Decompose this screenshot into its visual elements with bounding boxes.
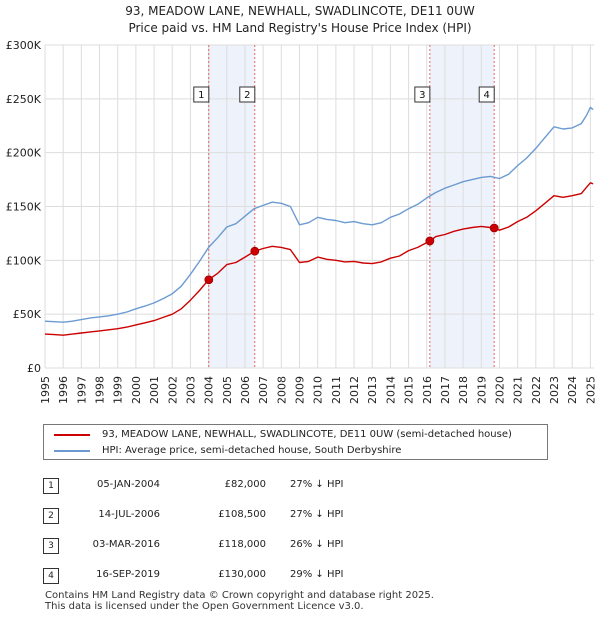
y-tick-label: £200K	[6, 147, 42, 160]
table-row: 2 14-JUL-2006 £108,500 27% ↓ HPI	[0, 506, 600, 528]
y-tick-label: £300K	[6, 39, 42, 52]
x-tick-label: 2017	[439, 376, 452, 404]
sale-price: £118,000	[218, 539, 266, 550]
chart-title: 93, MEADOW LANE, NEWHALL, SWADLINCOTE, D…	[0, 3, 600, 37]
legend-label-property: 93, MEADOW LANE, NEWHALL, SWADLINCOTE, D…	[102, 429, 512, 440]
sale-hpi-diff: 27% ↓ HPI	[290, 479, 344, 490]
x-tick-label: 1995	[39, 376, 52, 404]
x-tick-label: 2020	[493, 376, 506, 404]
transaction-label-box	[414, 86, 431, 103]
sale-date: 16-SEP-2019	[96, 569, 160, 580]
x-tick-label: 2011	[330, 376, 343, 404]
legend-swatch-hpi	[54, 450, 90, 452]
series-line-hpi	[44, 106, 594, 323]
y-tick-label: £250K	[6, 93, 42, 106]
sale-hpi-diff: 27% ↓ HPI	[290, 509, 344, 520]
x-tick-label: 2002	[166, 376, 179, 404]
sale-date: 05-JAN-2004	[96, 479, 160, 490]
x-tick-label: 2021	[512, 376, 525, 404]
x-tick-label: 2016	[421, 376, 434, 404]
x-tick-label: 2008	[275, 376, 288, 404]
x-tick-label: 2003	[184, 376, 197, 404]
sale-price: £108,500	[218, 509, 266, 520]
x-tick-label: 1997	[75, 376, 88, 404]
sale-number-badge: 2	[43, 508, 59, 524]
sale-number-badge: 3	[43, 538, 59, 554]
footer: Contains HM Land Registry data © Crown c…	[45, 590, 434, 612]
x-tick-label: 2018	[457, 376, 470, 404]
sale-hpi-diff: 26% ↓ HPI	[290, 539, 344, 550]
x-tick-label: 1999	[112, 376, 125, 404]
sale-number-badge: 1	[43, 478, 59, 494]
x-tick-label: 1998	[94, 376, 107, 404]
x-tick-label: 2022	[530, 376, 543, 404]
sale-date: 14-JUL-2006	[98, 509, 160, 520]
title-line-1: 93, MEADOW LANE, NEWHALL, SWADLINCOTE, D…	[125, 4, 475, 18]
y-tick-label: £150K	[6, 201, 42, 214]
transaction-label-box	[193, 86, 210, 103]
x-tick-label: 2012	[348, 376, 361, 404]
x-tick-label: 2007	[257, 376, 270, 404]
x-tick-label: 2023	[548, 376, 561, 404]
x-tick-label: 2014	[384, 376, 397, 404]
x-tick-label: 2010	[312, 376, 325, 404]
title-line-2: Price paid vs. HM Land Registry's House …	[128, 21, 472, 35]
legend-item-hpi: HPI: Average price, semi-detached house,…	[54, 443, 401, 459]
sale-price: £130,000	[218, 569, 266, 580]
x-tick-label: 2024	[566, 376, 579, 404]
transaction-label: 2	[244, 90, 250, 101]
legend-label-hpi: HPI: Average price, semi-detached house,…	[102, 445, 402, 456]
x-tick-label: 2000	[130, 376, 143, 404]
footer-line-1: Contains HM Land Registry data © Crown c…	[45, 590, 434, 601]
transaction-label: 3	[419, 90, 425, 101]
legend: 93, MEADOW LANE, NEWHALL, SWADLINCOTE, D…	[43, 424, 548, 460]
series-line-property	[44, 182, 594, 336]
sale-price: £82,000	[224, 479, 266, 490]
table-row: 4 16-SEP-2019 £130,000 29% ↓ HPI	[0, 566, 600, 588]
x-tick-label: 2006	[239, 376, 252, 404]
transaction-label-box	[478, 86, 495, 103]
table-row: 1 05-JAN-2004 £82,000 27% ↓ HPI	[0, 476, 600, 498]
y-tick-label: £0	[27, 362, 41, 375]
x-tick-label: 2009	[294, 376, 307, 404]
transaction-label: 1	[198, 90, 204, 101]
sale-number-badge: 4	[43, 568, 59, 584]
x-tick-label: 2004	[203, 376, 216, 404]
footer-line-2: This data is licensed under the Open Gov…	[45, 601, 364, 612]
transaction-marker	[204, 275, 214, 285]
transaction-marker	[250, 246, 260, 256]
x-tick-label: 2019	[475, 376, 488, 404]
x-tick-label: 1996	[57, 376, 70, 404]
x-tick-label: 2013	[366, 376, 379, 404]
transaction-marker	[425, 236, 435, 246]
x-tick-label: 2015	[403, 376, 416, 404]
transaction-label-box	[239, 86, 256, 103]
table-row: 3 03-MAR-2016 £118,000 26% ↓ HPI	[0, 536, 600, 558]
y-tick-label: £100K	[6, 254, 42, 267]
x-tick-label: 2001	[148, 376, 161, 404]
legend-item-property: 93, MEADOW LANE, NEWHALL, SWADLINCOTE, D…	[54, 427, 512, 443]
price-chart: £0 £50K £100K £150K £200K £250K £300K 1995 1996 1…	[6, 39, 598, 404]
sale-hpi-diff: 29% ↓ HPI	[290, 569, 344, 580]
x-tick-label: 2005	[221, 376, 234, 404]
y-tick-label: £50K	[13, 308, 42, 321]
sale-date: 03-MAR-2016	[92, 539, 160, 550]
transaction-label: 4	[484, 90, 490, 101]
legend-swatch-property	[54, 434, 90, 436]
x-tick-label: 2025	[584, 376, 597, 404]
transaction-marker	[489, 223, 499, 233]
